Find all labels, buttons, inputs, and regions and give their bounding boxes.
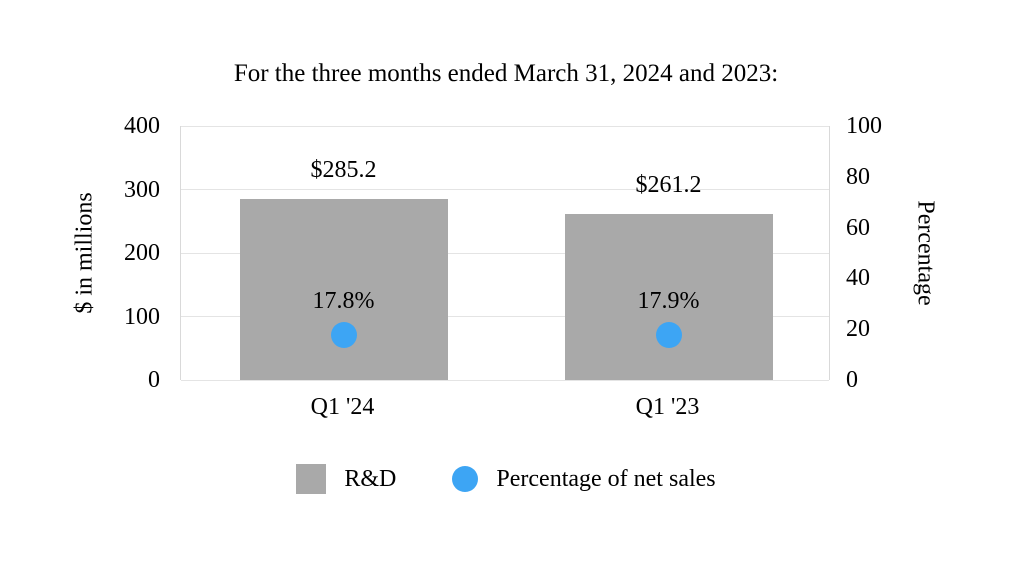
left-axis-tick-label: 200: [124, 240, 160, 266]
percentage-dot: [655, 321, 682, 348]
left-axis-tick-label: 400: [124, 113, 160, 139]
category-label: Q1 '23: [635, 394, 700, 420]
rd-bar: [564, 214, 773, 380]
chart-title: For the three months ended March 31, 202…: [233, 60, 779, 87]
left-axis-tick-label: 0: [148, 367, 160, 393]
left-axis-tick-label: 100: [124, 303, 160, 330]
legend-item: R&D: [296, 464, 396, 494]
gridline: [181, 379, 829, 381]
gridline: [181, 189, 829, 190]
gridline: [181, 316, 829, 317]
right-axis-tick-label: 0: [846, 367, 858, 393]
right-axis-tick-label: 20: [846, 316, 870, 343]
right-axis-tick-label: 60: [846, 214, 870, 241]
right-axis-tick-label: 40: [846, 265, 870, 292]
gridline: [181, 125, 829, 127]
percentage-value-label: 17.8%: [312, 287, 375, 314]
gridline: [181, 252, 829, 254]
right-axis-tick-label: 100: [846, 113, 882, 139]
legend-circle-swatch: [452, 466, 479, 492]
rd-bar: [239, 198, 448, 380]
legend-square-swatch: [296, 464, 327, 494]
legend-label: R&D: [344, 465, 397, 492]
left-axis-tick-label: 300: [124, 176, 160, 203]
bar-value-label: $261.2: [635, 172, 702, 199]
category-label: Q1 '24: [310, 394, 375, 420]
plot-area: $285.2 17.8% $261.2 17.9%: [180, 125, 830, 381]
percentage-value-label: 17.9%: [637, 287, 700, 314]
bar-value-label: $285.2: [310, 156, 377, 183]
right-axis-tick-label: 80: [846, 163, 870, 190]
percentage-dot: [330, 321, 357, 348]
legend: R&D Percentage of net sales: [0, 464, 1012, 494]
legend-label: Percentage of net sales: [496, 465, 716, 492]
legend-item: Percentage of net sales: [452, 465, 716, 493]
